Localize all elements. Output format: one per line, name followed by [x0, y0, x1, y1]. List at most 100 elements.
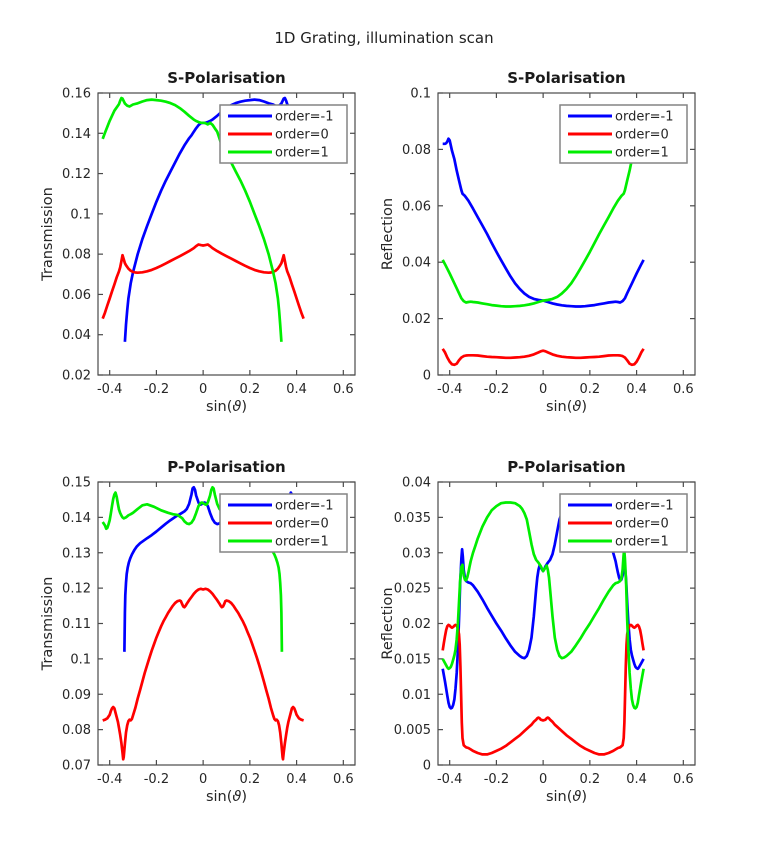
y-tick-label: 0.08 — [62, 248, 91, 263]
y-tick-label: 0.1 — [410, 87, 431, 102]
subplot-p-polarisation-transmission: -0.4 -0.2 0 0.2 0.4 0.6 0.07 0.08 0.09 0.1 0.11 0.1… — [40, 458, 356, 805]
x-tick-label: 0.2 — [580, 382, 601, 397]
y-tick-label: 0.08 — [62, 723, 91, 738]
y-tick-label: 0.08 — [402, 143, 431, 158]
x-tick-label: -0.2 — [484, 382, 509, 397]
y-axis-label: Transmission — [40, 577, 56, 672]
theta-symbol: ϑ — [232, 789, 241, 805]
series-line-order-pos1 — [101, 96, 283, 342]
y-tick-label: 0.06 — [402, 199, 431, 214]
x-tick-label: 0.2 — [580, 772, 601, 787]
x-tick-label: 0.6 — [333, 772, 354, 787]
x-tick-label: -0.4 — [437, 382, 462, 397]
y-tick-label: 0.04 — [402, 256, 431, 271]
legend-label: order=0 — [615, 128, 669, 143]
x-tick-label: 0.2 — [240, 382, 261, 397]
y-tick-label: 0.1 — [70, 652, 91, 667]
y-tick-label: 0.14 — [62, 127, 91, 142]
y-tick-label: 0.04 — [402, 476, 431, 491]
y-tick-label: 0.06 — [62, 288, 91, 303]
subplot-title: S-Polarisation — [507, 69, 625, 87]
y-tick-label: 0.01 — [402, 688, 431, 703]
legend-label: order=-1 — [615, 110, 674, 125]
x-tick-label: 0 — [199, 382, 207, 397]
x-tick-label: -0.2 — [484, 772, 509, 787]
legend-label: order=0 — [275, 517, 329, 532]
series-line-order-0 — [441, 623, 645, 756]
y-tick-label: 0.03 — [402, 546, 431, 561]
x-tick-label: 0.4 — [286, 772, 307, 787]
x-tick-label: 0.2 — [240, 772, 261, 787]
y-tick-label: 0.15 — [62, 476, 91, 491]
y-axis-label: Transmission — [40, 187, 56, 282]
x-tick-label: -0.4 — [97, 382, 122, 397]
x-tick-label: 0 — [539, 382, 547, 397]
figure-title: 1D Grating, illumination scan — [274, 29, 494, 47]
y-tick-label: 0.13 — [62, 546, 91, 561]
y-tick-label: 0.09 — [62, 688, 91, 703]
x-axis-label: sin(ϑ) — [206, 789, 247, 805]
y-tick-label: 0 — [423, 369, 431, 384]
x-tick-label: 0.6 — [673, 382, 694, 397]
y-tick-label: 0.04 — [62, 328, 91, 343]
theta-symbol: ϑ — [572, 399, 581, 415]
y-tick-label: 0.1 — [70, 207, 91, 222]
legend-label: order=1 — [275, 535, 329, 550]
x-tick-label: -0.4 — [437, 772, 462, 787]
legend-label: order=-1 — [275, 110, 334, 125]
x-axis-label: sin(ϑ) — [546, 399, 587, 415]
legend: order=-1 order=0 order=1 — [559, 104, 688, 164]
x-axis-label: sin(ϑ) — [206, 399, 247, 415]
y-tick-label: 0.025 — [394, 582, 431, 597]
y-axis-label: Reflection — [380, 198, 396, 270]
axes-box — [437, 92, 696, 376]
y-axis-label: Reflection — [380, 587, 396, 659]
x-tick-label: 0.4 — [626, 382, 647, 397]
theta-symbol: ϑ — [232, 399, 241, 415]
x-tick-label: -0.2 — [144, 382, 169, 397]
axes-box — [97, 92, 356, 376]
y-tick-label: 0.035 — [394, 511, 431, 526]
y-tick-label: 0.11 — [62, 617, 91, 632]
x-tick-label: 0.6 — [673, 772, 694, 787]
y-tick-label: 0.12 — [62, 582, 91, 597]
theta-symbol: ϑ — [572, 789, 581, 805]
x-tick-label: 0.6 — [333, 382, 354, 397]
legend: order=-1 order=0 order=1 — [219, 493, 348, 553]
legend-label: order=0 — [615, 517, 669, 532]
x-tick-label: -0.4 — [97, 772, 122, 787]
legend-label: order=1 — [275, 146, 329, 161]
series-line-order-pos1 — [441, 137, 644, 308]
x-tick-label: 0.4 — [286, 382, 307, 397]
legend-label: order=1 — [615, 146, 669, 161]
legend-label: order=-1 — [275, 499, 334, 514]
y-tick-label: 0.12 — [62, 167, 91, 182]
x-tick-label: 0.4 — [626, 772, 647, 787]
legend: order=-1 order=0 order=1 — [219, 104, 348, 164]
y-tick-label: 0.015 — [394, 652, 431, 667]
series-line-order-0 — [102, 587, 304, 761]
y-tick-label: 0.07 — [62, 759, 91, 774]
y-tick-label: 0.02 — [62, 369, 91, 384]
legend-label: order=-1 — [615, 499, 674, 514]
legend-label: order=1 — [615, 535, 669, 550]
subplot-s-polarisation-transmission: -0.4 -0.2 0 0.2 0.4 0.6 0.02 0.04 0.06 0.08 0.1 0.1… — [40, 69, 356, 415]
x-tick-label: 0 — [199, 772, 207, 787]
subplot-title: S-Polarisation — [167, 69, 285, 87]
x-tick-label: 0 — [539, 772, 547, 787]
x-tick-label: -0.2 — [144, 772, 169, 787]
legend-label: order=0 — [275, 128, 329, 143]
y-tick-label: 0.14 — [62, 511, 91, 526]
subplot-p-polarisation-reflection: -0.4 -0.2 0 0.2 0.4 0.6 0 0.005 0.01 0.015 0.02 0.0… — [380, 458, 696, 805]
subplot-title: P-Polarisation — [167, 458, 285, 476]
subplot-title: P-Polarisation — [507, 458, 625, 476]
legend: order=-1 order=0 order=1 — [559, 493, 688, 553]
y-tick-label: 0 — [423, 759, 431, 774]
x-axis-label: sin(ϑ) — [546, 789, 587, 805]
series-line-order-neg1 — [442, 137, 645, 308]
y-tick-label: 0.02 — [402, 617, 431, 632]
series-line-order-0 — [441, 348, 645, 367]
y-tick-label: 0.005 — [394, 723, 431, 738]
